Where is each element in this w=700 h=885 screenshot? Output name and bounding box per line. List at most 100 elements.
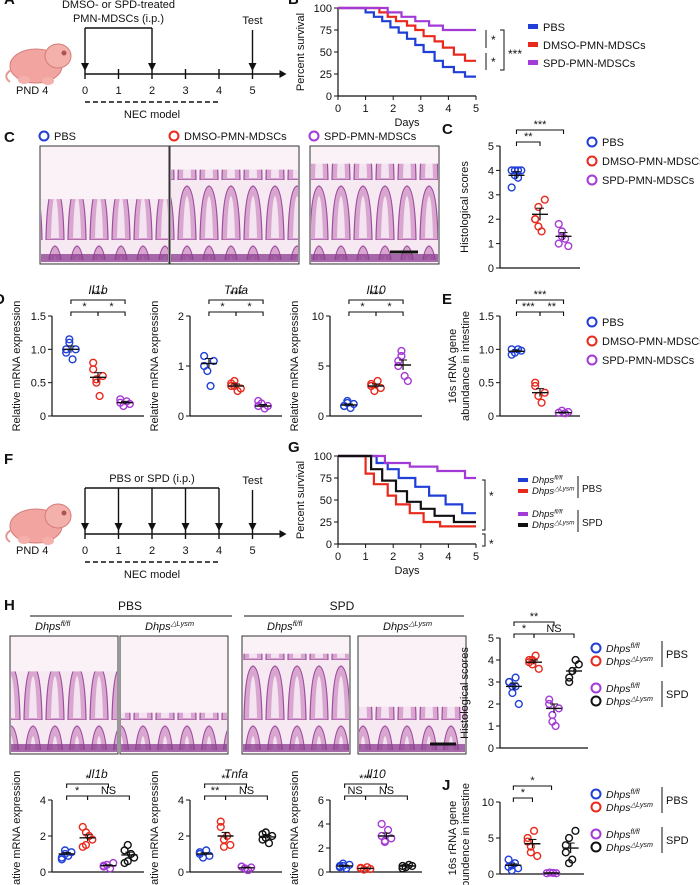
- legend-label: PBS: [543, 22, 565, 34]
- panel-letter: C: [442, 121, 453, 138]
- gene-title: Il1b: [88, 767, 108, 781]
- treatment-label: DMSO- or SPD-treated: [62, 0, 175, 11]
- pup-paw: [42, 537, 54, 545]
- histology-image: [357, 635, 467, 755]
- data-point-blue: [200, 351, 209, 361]
- panel-letter: C: [4, 129, 15, 146]
- data-point-black: [565, 677, 574, 687]
- survival-curve-blue: [338, 6, 476, 78]
- y-tick-label: 100: [314, 451, 332, 463]
- y-tick-label: 50: [320, 495, 332, 507]
- significance-bracket: [348, 299, 404, 304]
- mucosa-base: [171, 254, 298, 262]
- significance-label: ***: [522, 301, 536, 313]
- injection-arrowhead: [81, 63, 89, 71]
- legend-group-label: SPD: [666, 835, 689, 847]
- y-tick-label: 4: [488, 655, 494, 667]
- x-tick-label: 5: [473, 103, 479, 115]
- timeline-tick-label: 2: [149, 545, 155, 557]
- data-point-red: [376, 383, 385, 393]
- timeline-tick-label: 2: [149, 85, 155, 97]
- x-axis-label: Days: [394, 117, 420, 129]
- survival-curve-purple: [338, 6, 476, 32]
- data-point-red: [534, 391, 543, 401]
- y-tick-label: 3: [488, 677, 494, 689]
- significance-bracket: [97, 311, 126, 316]
- data-point-blue: [209, 356, 218, 366]
- significance-label: *: [387, 301, 392, 313]
- timeline-arrow: [279, 70, 287, 78]
- y-tick-label: 1.5: [31, 311, 46, 323]
- sig-bracket: [482, 533, 486, 547]
- data-point-red: [370, 386, 379, 396]
- y-tick-label: 100: [314, 3, 332, 15]
- significance-label: *: [220, 301, 225, 313]
- legend-marker-blue: [590, 642, 602, 654]
- y-tick-label: 0: [488, 869, 494, 881]
- legend-label: Dhps△Lysm: [606, 841, 653, 854]
- data-point-purple: [403, 376, 412, 386]
- legend-marker-purple: [586, 174, 598, 186]
- y-tick-label: 1: [488, 239, 494, 251]
- y-tick-label: 5: [488, 833, 494, 845]
- data-point-black: [564, 859, 574, 868]
- panel-letter: F: [4, 451, 13, 468]
- x-tick-label: 2: [390, 103, 396, 115]
- legend-group-label: PBS: [666, 649, 688, 661]
- y-tick-label: 75: [320, 25, 332, 37]
- y-axis-label: abundence in intestine: [460, 783, 472, 885]
- timeline-tick-label: 3: [182, 85, 188, 97]
- injection-arrowhead: [148, 523, 156, 531]
- significance-label: **: [524, 131, 533, 143]
- y-tick-label: 0: [326, 91, 332, 103]
- x-tick-label: 3: [418, 551, 424, 563]
- timeline-tick-label: 3: [182, 545, 188, 557]
- y-tick-label: 4: [40, 795, 46, 807]
- data-point-black: [398, 864, 407, 873]
- histology-image: [241, 635, 351, 755]
- legend-swatch-purple: [518, 512, 528, 516]
- x-tick-label: 0: [335, 551, 341, 563]
- significance-bracket: [208, 299, 264, 304]
- y-axis-label: Relative mRNA expression: [11, 771, 23, 885]
- y-tick-label: 10: [482, 797, 494, 809]
- data-point-red: [523, 833, 532, 843]
- data-point-red: [537, 398, 546, 407]
- y-axis-label: Percent survival: [295, 461, 307, 539]
- data-point-black: [261, 833, 270, 842]
- legend-marker-red: [168, 130, 180, 142]
- significance-label: *: [85, 773, 90, 785]
- data-point-blue: [205, 851, 214, 860]
- timeline-tick-label: 1: [115, 85, 121, 97]
- pnd-label: PND 4: [16, 545, 48, 557]
- significance-label: *: [489, 537, 494, 551]
- test-arrowhead: [248, 63, 257, 71]
- y-axis-label: abundance in intestine: [460, 311, 472, 421]
- significance-label: *: [82, 301, 87, 313]
- legend-label: Dhpsfl/fl: [532, 474, 563, 486]
- legend-marker-purple: [586, 354, 598, 366]
- significance-label: NS: [101, 785, 116, 797]
- data-point-purple: [383, 825, 393, 835]
- data-point-red: [98, 371, 107, 381]
- data-point-red: [89, 358, 98, 367]
- significance-label: **: [547, 301, 556, 313]
- legend-marker-red: [590, 655, 602, 667]
- data-point-red: [92, 378, 101, 387]
- data-point-red: [534, 222, 543, 231]
- data-point-purple: [548, 710, 557, 720]
- pup-paw: [18, 536, 30, 544]
- gene-title: Il10: [366, 767, 386, 781]
- timeline-tick-label: 4: [216, 545, 222, 557]
- data-point-black: [123, 857, 132, 866]
- data-point-purple: [125, 399, 134, 409]
- significance-label: *: [521, 787, 526, 799]
- significance-label: NS: [546, 623, 561, 635]
- legend-marker-red: [590, 801, 602, 813]
- treatment-label: PBS or SPD (i.p.): [109, 473, 195, 485]
- panel-letter: G: [288, 439, 300, 456]
- mucosa-base: [11, 744, 117, 752]
- mucosa-base: [121, 744, 227, 752]
- x-axis-label: Days: [394, 565, 420, 577]
